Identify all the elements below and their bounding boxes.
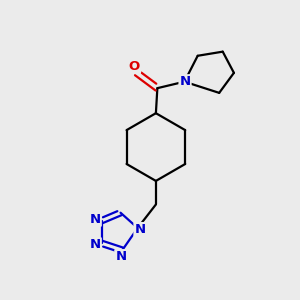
Text: N: N (179, 75, 191, 88)
Text: N: N (90, 213, 101, 226)
Text: N: N (90, 238, 101, 251)
Text: N: N (134, 223, 146, 236)
Text: N: N (115, 250, 126, 263)
Text: O: O (129, 60, 140, 73)
